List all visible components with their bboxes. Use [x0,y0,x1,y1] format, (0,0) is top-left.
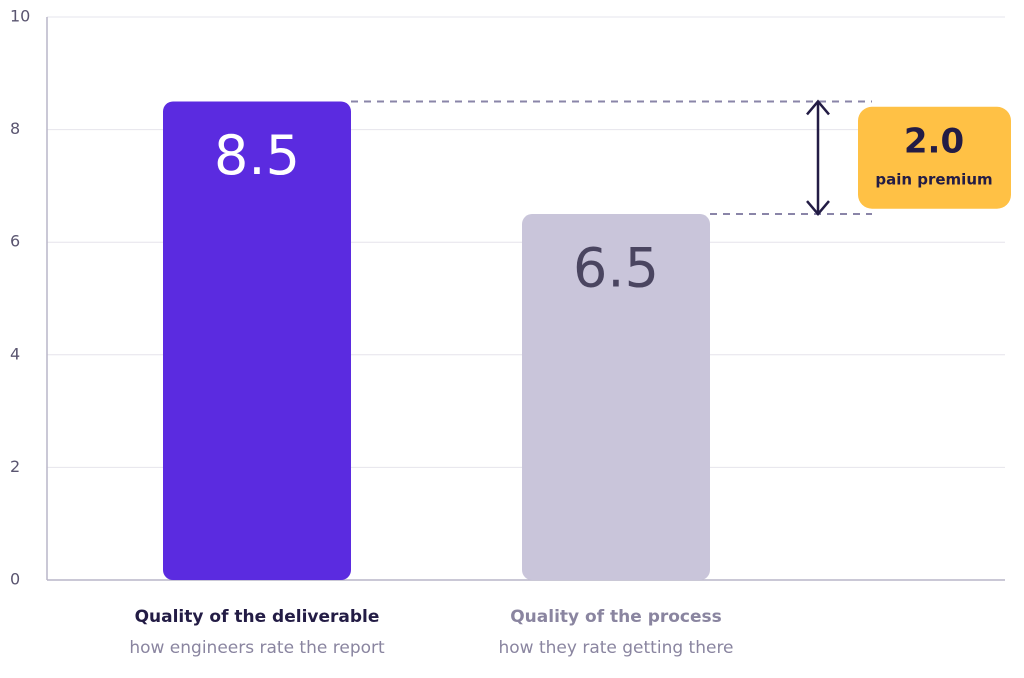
arrow-head [806,99,830,116]
y-tick-label: 4 [10,344,20,363]
category-subtitle: how engineers rate the report [129,638,385,658]
y-tick-label: 10 [10,7,30,26]
annotation-label: pain premium [875,170,992,188]
y-tick-label: 0 [10,570,20,589]
y-tick-label: 8 [10,119,20,138]
category-label: Quality of the deliverable [135,607,380,627]
value-label: 8.5 [214,124,300,187]
category-label: Quality of the process [510,607,722,627]
bar [163,101,351,580]
y-tick-label: 6 [10,232,20,251]
annotation-badge [858,106,1011,209]
annotation-value: 2.0 [904,121,964,161]
y-tick-label: 2 [10,457,20,476]
arrow-head [806,200,830,216]
value-label: 6.5 [573,237,659,300]
bar [522,214,710,581]
category-subtitle: how they rate getting there [498,638,733,658]
